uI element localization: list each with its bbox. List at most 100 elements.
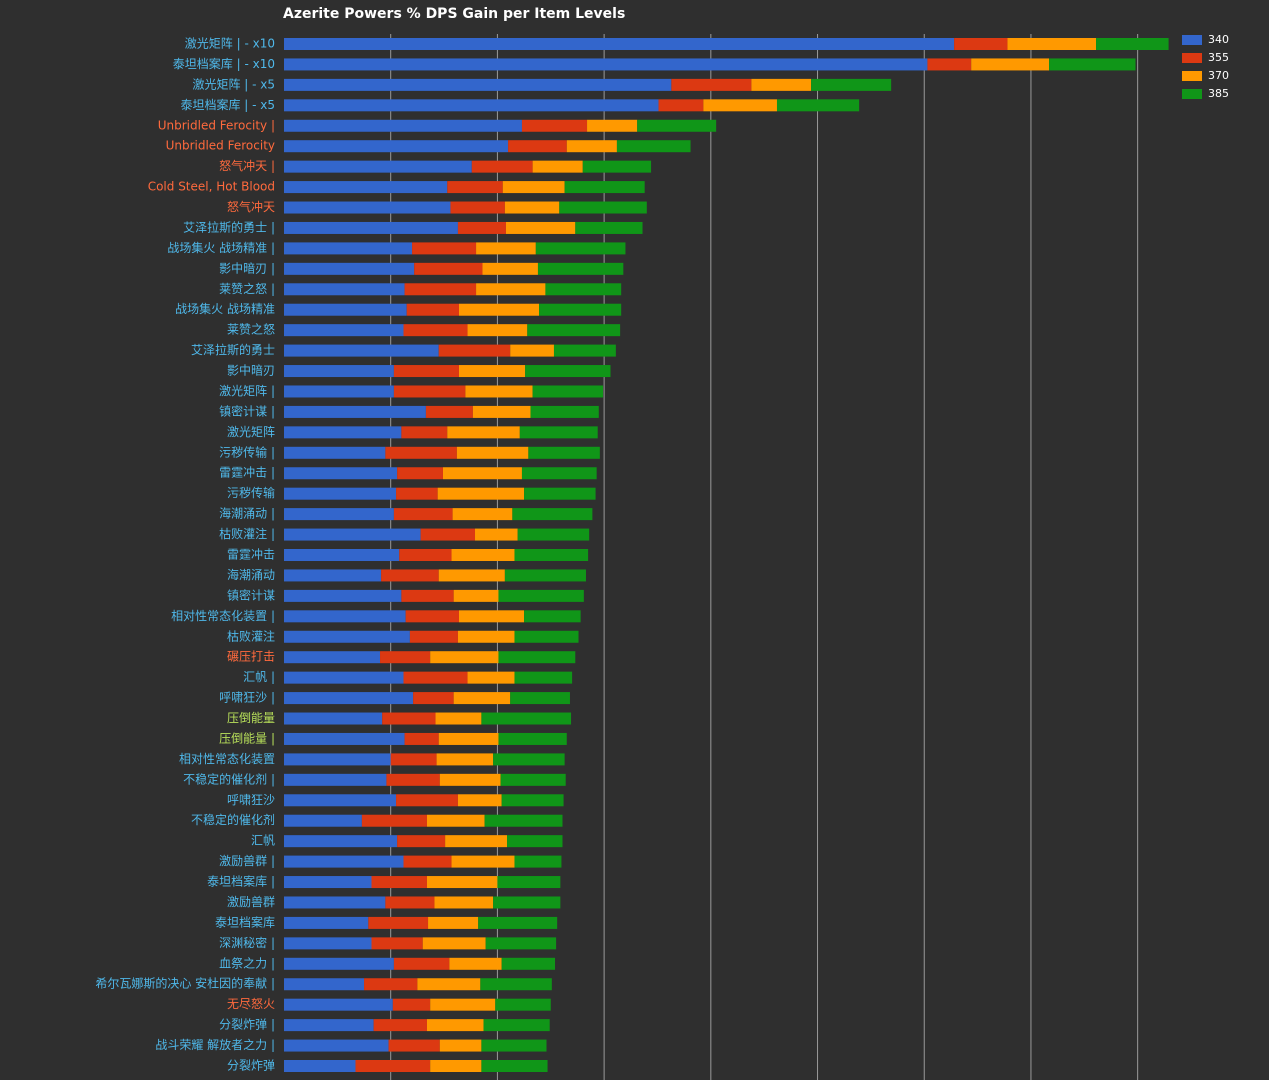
bar-segment	[811, 78, 892, 91]
bar-segment	[284, 508, 394, 521]
bar-segment	[284, 160, 472, 173]
bar-segment	[388, 1039, 440, 1052]
bar-segment	[435, 712, 482, 725]
bar-segment	[371, 937, 423, 950]
bar-segment	[971, 58, 1050, 71]
bar-segment	[1096, 38, 1169, 50]
bar-segment	[284, 78, 672, 91]
category-label: 相对性常态化装置	[179, 752, 275, 766]
bar-segment	[512, 508, 593, 521]
bar-segment	[450, 201, 505, 214]
legend-swatch	[1182, 53, 1202, 63]
bar-segment	[453, 692, 511, 705]
legend-swatch	[1182, 71, 1202, 81]
bar-segment	[439, 1039, 482, 1052]
category-label: 战场集火 战场精准 |	[167, 240, 275, 255]
category-label: 镇密计谋	[227, 587, 275, 602]
bar-segment	[539, 303, 622, 316]
bar-segment	[514, 855, 562, 868]
category-label: 无尽怒火	[227, 996, 275, 1011]
bar-segment	[530, 405, 599, 418]
bar-segment	[284, 181, 448, 194]
bar-segment	[368, 916, 429, 929]
bar-segment	[457, 794, 502, 807]
legend-label: 385	[1208, 87, 1229, 100]
bar-segment	[485, 937, 557, 950]
category-label: 激光矩阵 | - x10	[185, 37, 275, 51]
bar-segment	[528, 446, 600, 459]
bar-segment	[284, 814, 362, 827]
category-label: Cold Steel, Hot Blood	[148, 180, 275, 194]
category-label: 呼啸狂沙 |	[219, 691, 275, 705]
category-label: 泰坦档案库 |	[207, 874, 275, 889]
bar-segment	[519, 426, 598, 439]
bar-segment	[284, 487, 397, 500]
legend-label: 370	[1208, 69, 1229, 82]
bar-segment	[355, 1060, 431, 1072]
bar-segment	[575, 221, 643, 234]
category-label: 分裂炸弹 |	[219, 1018, 275, 1032]
bar-segment	[559, 201, 647, 214]
bar-segment	[482, 262, 538, 275]
bar-segment	[703, 99, 777, 112]
bar-segment	[284, 794, 397, 807]
bar-segment	[504, 569, 586, 582]
legend-label: 355	[1208, 51, 1229, 64]
bar-segment	[284, 671, 404, 684]
category-label: 压倒能量	[227, 711, 275, 725]
bar-segment	[501, 957, 556, 970]
category-label: 泰坦档案库	[215, 914, 275, 929]
bar-segment	[525, 365, 611, 378]
bar-segment	[564, 181, 645, 194]
bar-segment	[284, 467, 398, 480]
category-label: 深渊秘密 |	[219, 935, 275, 950]
bar-segment	[399, 549, 452, 561]
bar-segment	[481, 1039, 547, 1052]
bar-segment	[284, 528, 421, 541]
bar-segment	[1007, 38, 1097, 50]
category-label: 海潮涌动 |	[219, 506, 275, 521]
category-label: 雷霆冲击 |	[219, 465, 275, 480]
bar-segment	[776, 99, 860, 112]
category-label: 碾压打击	[227, 650, 275, 664]
bar-segment	[284, 1019, 374, 1032]
bar-segment	[284, 385, 394, 398]
category-label: 激光矩阵	[227, 425, 275, 439]
category-label: 怒气冲天 |	[219, 158, 275, 173]
bar-segment	[426, 876, 498, 889]
bar-segment	[582, 160, 652, 173]
bar-segment	[426, 814, 485, 827]
bar-segment	[927, 58, 972, 71]
bar-segment	[476, 242, 536, 255]
bar-segment	[481, 712, 572, 725]
bar-segment	[284, 344, 439, 357]
bar-segment	[497, 876, 561, 889]
category-label: 泰坦档案库 | - x5	[180, 97, 275, 112]
bar-segment	[284, 835, 398, 848]
bar-segment	[361, 814, 427, 827]
bar-segment	[493, 753, 565, 766]
bar-segment	[284, 303, 407, 316]
legend-label: 340	[1208, 33, 1229, 46]
bar-segment	[396, 487, 438, 500]
bar-segment	[527, 324, 621, 337]
bar-segment	[396, 794, 458, 807]
bar-segment	[284, 283, 405, 296]
bar-segment	[510, 344, 554, 357]
category-label: 影中暗刃	[227, 363, 275, 378]
bar-segment	[437, 487, 525, 500]
bar-segment	[403, 671, 468, 684]
bar-segment	[447, 426, 520, 439]
category-label: 枯败灌注 |	[219, 526, 275, 541]
bar-segment	[467, 324, 528, 337]
bar-segment	[566, 140, 617, 153]
bar-segment	[403, 324, 468, 337]
bar-segment	[501, 794, 564, 807]
bar-segment	[284, 365, 394, 378]
bar-segment	[284, 896, 386, 909]
bar-segment	[510, 692, 570, 705]
category-label: 枯败灌注	[227, 628, 275, 643]
bar-segment	[428, 916, 479, 929]
bar-segment	[514, 549, 589, 561]
